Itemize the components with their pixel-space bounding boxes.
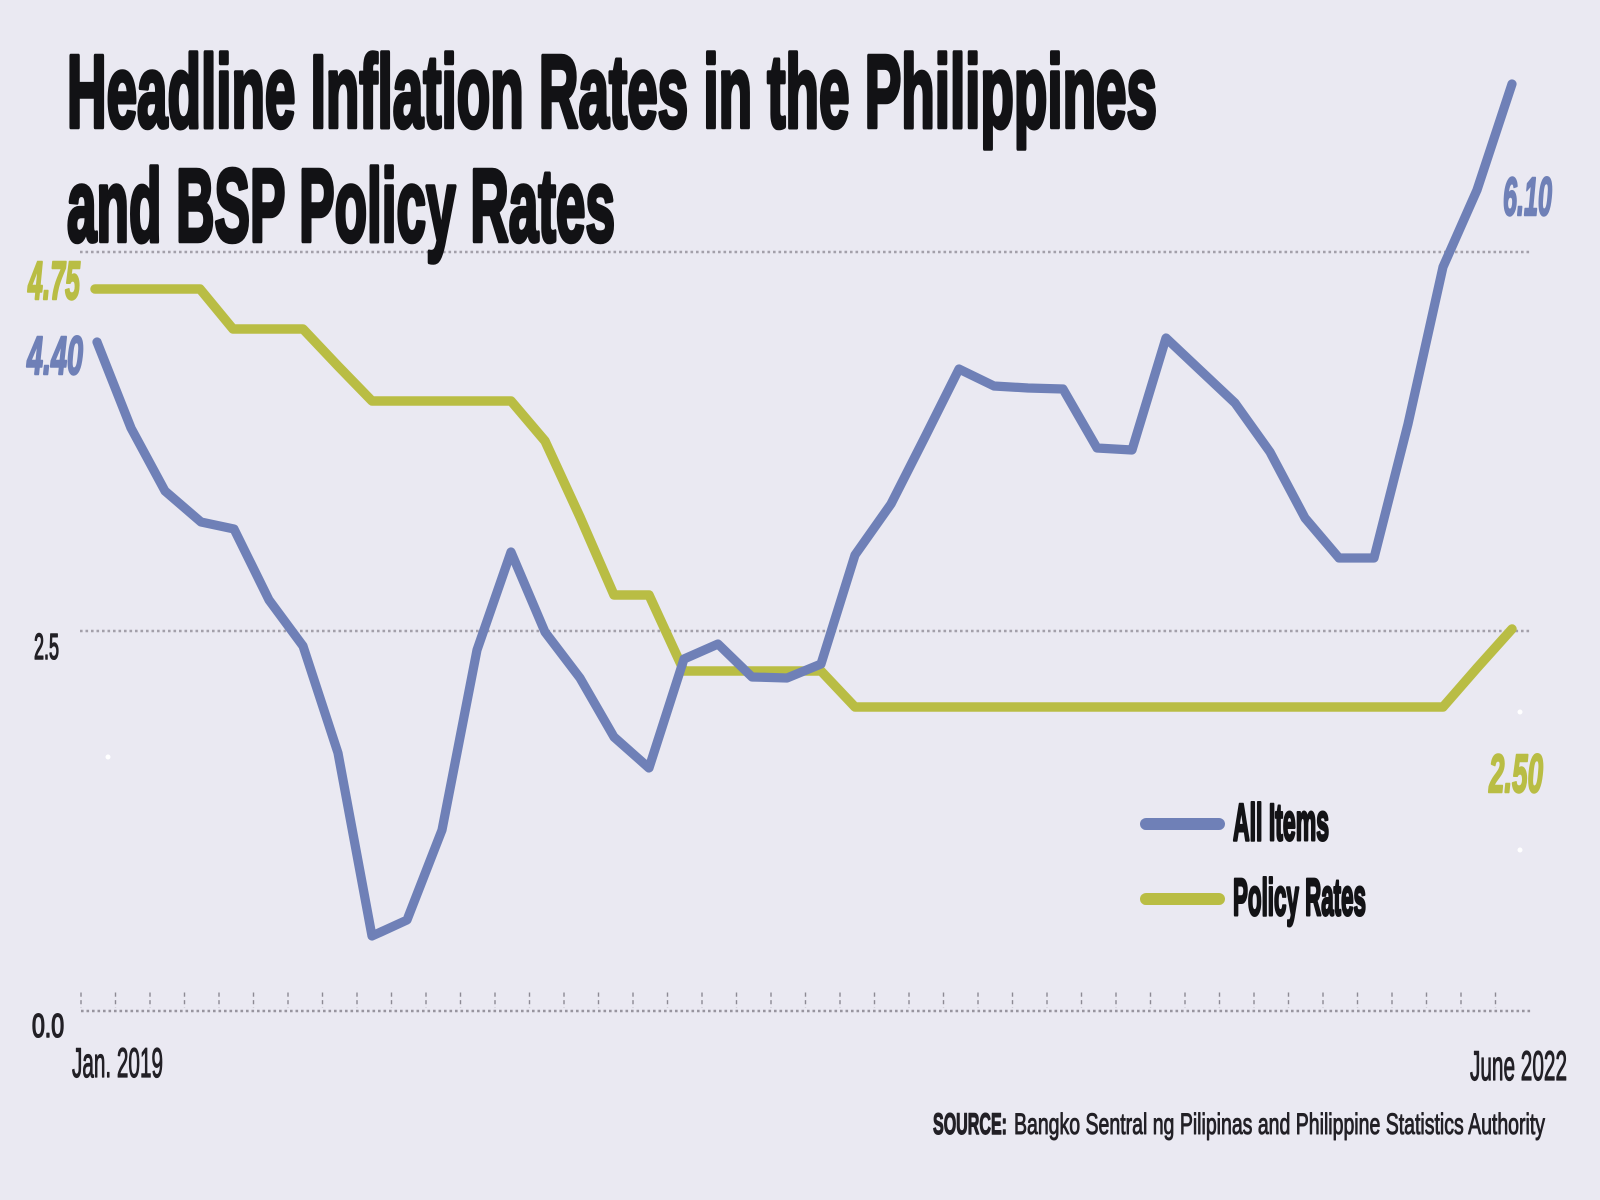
svg-text:Policy Rates: Policy Rates xyxy=(1233,869,1366,927)
svg-text:All Items: All Items xyxy=(1233,794,1329,852)
svg-text:and BSP Policy Rates: and BSP Policy Rates xyxy=(67,148,615,263)
svg-text:6.10: 6.10 xyxy=(1503,167,1552,227)
svg-text:Bangko Sentral ng Pilipinas an: Bangko Sentral ng Pilipinas and Philippi… xyxy=(1014,1108,1545,1141)
svg-text:2.50: 2.50 xyxy=(1488,744,1543,804)
svg-text:2.5: 2.5 xyxy=(34,626,59,667)
svg-text:SOURCE:: SOURCE: xyxy=(933,1108,1007,1141)
svg-text:4.40: 4.40 xyxy=(26,326,83,386)
svg-text:Headline Inflation Rates in th: Headline Inflation Rates in the Philippi… xyxy=(67,34,1157,149)
svg-text:4.75: 4.75 xyxy=(28,251,81,311)
svg-text:Jan. 2019: Jan. 2019 xyxy=(72,1039,163,1086)
svg-text:0.0: 0.0 xyxy=(32,1007,64,1044)
svg-text:June 2022: June 2022 xyxy=(1470,1042,1567,1089)
